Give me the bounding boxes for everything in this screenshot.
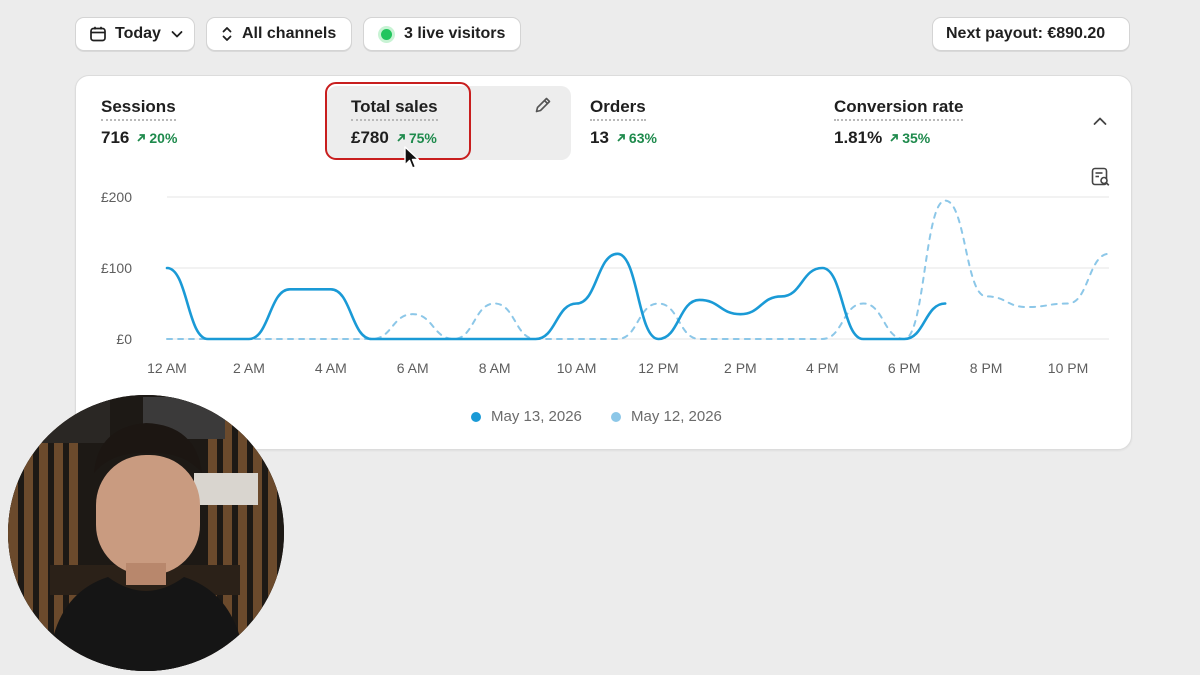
x-tick-label: 8 PM [970, 360, 1003, 376]
channels-label: All channels [242, 25, 337, 42]
legend-item-current[interactable]: May 13, 2026 [471, 408, 582, 425]
metric-value: 716 [101, 128, 130, 147]
chevron-up-down-icon [220, 25, 234, 43]
arrow-up-right-icon [397, 134, 405, 142]
metric-value: 1.81% [834, 128, 883, 147]
date-range-button[interactable]: Today [75, 17, 195, 51]
metric-change-value: 75% [408, 130, 437, 146]
mouse-cursor-icon [404, 146, 420, 175]
y-tick-label: £0 [116, 331, 132, 347]
metric-sessions[interactable]: Sessions 716 20% [77, 86, 321, 160]
metric-change: 75% [396, 130, 437, 146]
chart-zoom-icon[interactable] [1090, 166, 1112, 193]
legend-item-previous[interactable]: May 12, 2026 [611, 408, 722, 425]
legend-dot-icon [611, 411, 621, 422]
x-tick-label: 4 PM [806, 360, 839, 376]
sales-line-chart: £200 £100 £0 12 AM 2 AM 4 AM 6 AM 8 AM 10 AM 12 P… [101, 189, 1110, 376]
arrow-up-right-icon [137, 134, 146, 142]
metric-label: Sessions [101, 97, 176, 121]
x-tick-label: 10 AM [557, 360, 597, 376]
metric-orders[interactable]: Orders 13 63% [566, 86, 810, 160]
metric-change: 35% [889, 130, 930, 146]
live-indicator-icon [381, 28, 392, 40]
date-range-label: Today [115, 25, 161, 42]
x-tick-label: 4 AM [315, 360, 347, 376]
toolbar: Today All channels 3 live visitors Next … [75, 17, 1131, 53]
chevron-up-icon[interactable] [1091, 113, 1109, 136]
analytics-card: Sessions 716 20% Total sales £780 75% Or… [75, 75, 1132, 450]
metric-label: Conversion rate [834, 97, 964, 121]
metric-value: £780 [351, 128, 389, 147]
next-payout-button[interactable]: Next payout: €890.20 [932, 17, 1130, 51]
x-tick-label: 10 PM [1048, 360, 1088, 376]
legend-label: May 13, 2026 [491, 408, 582, 425]
metric-change: 20% [136, 130, 177, 146]
metric-label: Orders [590, 97, 646, 121]
metric-change-value: 63% [628, 130, 657, 146]
x-tick-label: 2 PM [724, 360, 757, 376]
metric-total-sales[interactable]: Total sales £780 75% [327, 86, 571, 160]
metric-conversion-rate[interactable]: Conversion rate 1.81% 35% [810, 86, 1070, 160]
x-tick-label: 12 PM [638, 360, 678, 376]
legend-dot-icon [471, 411, 481, 422]
y-tick-label: £200 [101, 189, 132, 205]
presenter-portrait-icon [8, 395, 284, 671]
legend-label: May 12, 2026 [631, 408, 722, 425]
webcam-avatar [8, 395, 284, 671]
series-line-current [165, 252, 947, 341]
live-visitors-label: 3 live visitors [404, 25, 506, 42]
x-tick-label: 12 AM [147, 360, 187, 376]
x-tick-label: 6 PM [888, 360, 921, 376]
x-tick-label: 2 AM [233, 360, 265, 376]
next-payout-label: Next payout: €890.20 [946, 25, 1106, 42]
metric-change: 63% [616, 130, 657, 146]
x-tick-label: 8 AM [479, 360, 511, 376]
metric-change-value: 35% [902, 130, 931, 146]
arrow-up-right-icon [617, 134, 625, 142]
metric-change-value: 20% [149, 130, 178, 146]
series-line-previous [166, 199, 1110, 341]
arrow-up-right-icon [890, 134, 899, 142]
x-tick-label: 6 AM [397, 360, 429, 376]
calendar-icon [89, 25, 107, 43]
chevron-down-icon [169, 26, 185, 42]
metric-label: Total sales [351, 97, 438, 121]
highlight-box [325, 82, 471, 160]
live-visitors-button[interactable]: 3 live visitors [363, 17, 521, 51]
y-tick-label: £100 [101, 260, 132, 276]
pencil-icon[interactable] [533, 95, 553, 120]
channels-button[interactable]: All channels [206, 17, 352, 51]
metric-value: 13 [590, 128, 609, 147]
